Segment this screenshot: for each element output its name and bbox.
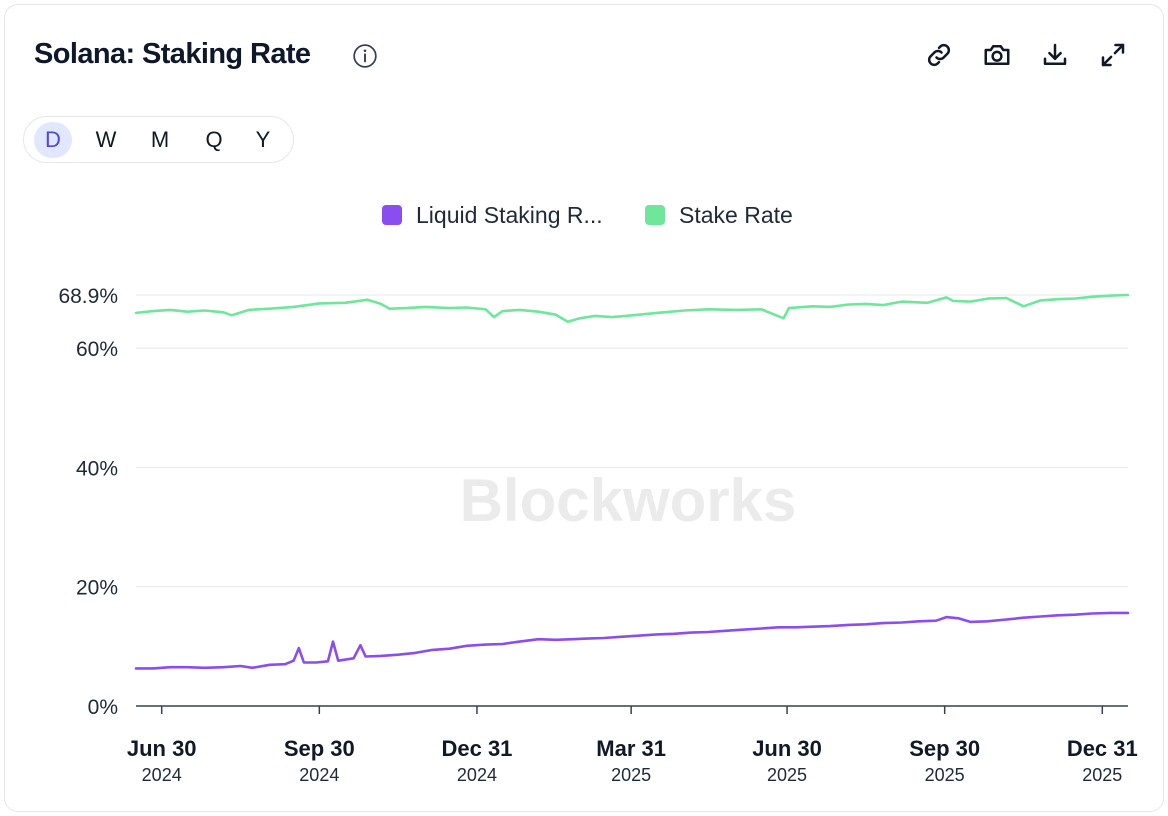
period-w[interactable]: W <box>95 127 117 152</box>
link-button[interactable] <box>924 40 954 70</box>
x-tick-label: Mar 31 <box>596 736 666 761</box>
x-tick-year: 2024 <box>457 765 497 785</box>
legend-label: Liquid Staking R... <box>416 202 603 228</box>
x-tick-label: Sep 30 <box>909 736 980 761</box>
y-tick-label: 40% <box>76 457 118 480</box>
y-tick-label: 68.9% <box>58 285 118 308</box>
x-tick-year: 2024 <box>142 765 182 785</box>
period-selector: D W M Q Y <box>23 116 294 163</box>
y-tick-label: 20% <box>76 577 118 600</box>
legend-swatch <box>645 205 665 225</box>
period-m[interactable]: M <box>150 127 170 152</box>
legend-swatch <box>382 205 402 225</box>
screenshot-button[interactable] <box>982 40 1012 70</box>
x-tick-label: Dec 31 <box>1067 736 1138 761</box>
link-icon <box>927 43 951 67</box>
info-circle-icon[interactable] <box>352 43 378 69</box>
x-tick-label: Dec 31 <box>441 736 512 761</box>
x-tick-year: 2025 <box>767 765 807 785</box>
legend-label: Stake Rate <box>679 202 793 228</box>
x-tick-label: Sep 30 <box>284 736 355 761</box>
period-q[interactable]: Q <box>205 127 223 152</box>
watermark: Blockworks <box>460 467 797 534</box>
x-tick-label: Jun 30 <box>127 736 197 761</box>
page-title: Solana: Staking Rate <box>34 38 311 70</box>
download-icon <box>1043 43 1067 65</box>
x-tick-year: 2024 <box>299 765 339 785</box>
camera-icon <box>984 45 1010 65</box>
x-tick-year: 2025 <box>1082 765 1122 785</box>
period-d[interactable]: D <box>34 122 72 158</box>
download-button[interactable] <box>1040 40 1070 70</box>
expand-icon <box>1101 43 1125 67</box>
series-line-liquid-staking <box>134 611 1130 670</box>
x-tick-year: 2025 <box>611 765 651 785</box>
x-tick-label: Jun 30 <box>752 736 822 761</box>
y-tick-label: 0% <box>88 696 118 719</box>
period-y[interactable]: Y <box>255 127 271 152</box>
y-tick-label: 60% <box>76 338 118 361</box>
x-tick-year: 2025 <box>925 765 965 785</box>
expand-button[interactable] <box>1098 40 1128 70</box>
series-line-stake-rate <box>134 293 1130 324</box>
